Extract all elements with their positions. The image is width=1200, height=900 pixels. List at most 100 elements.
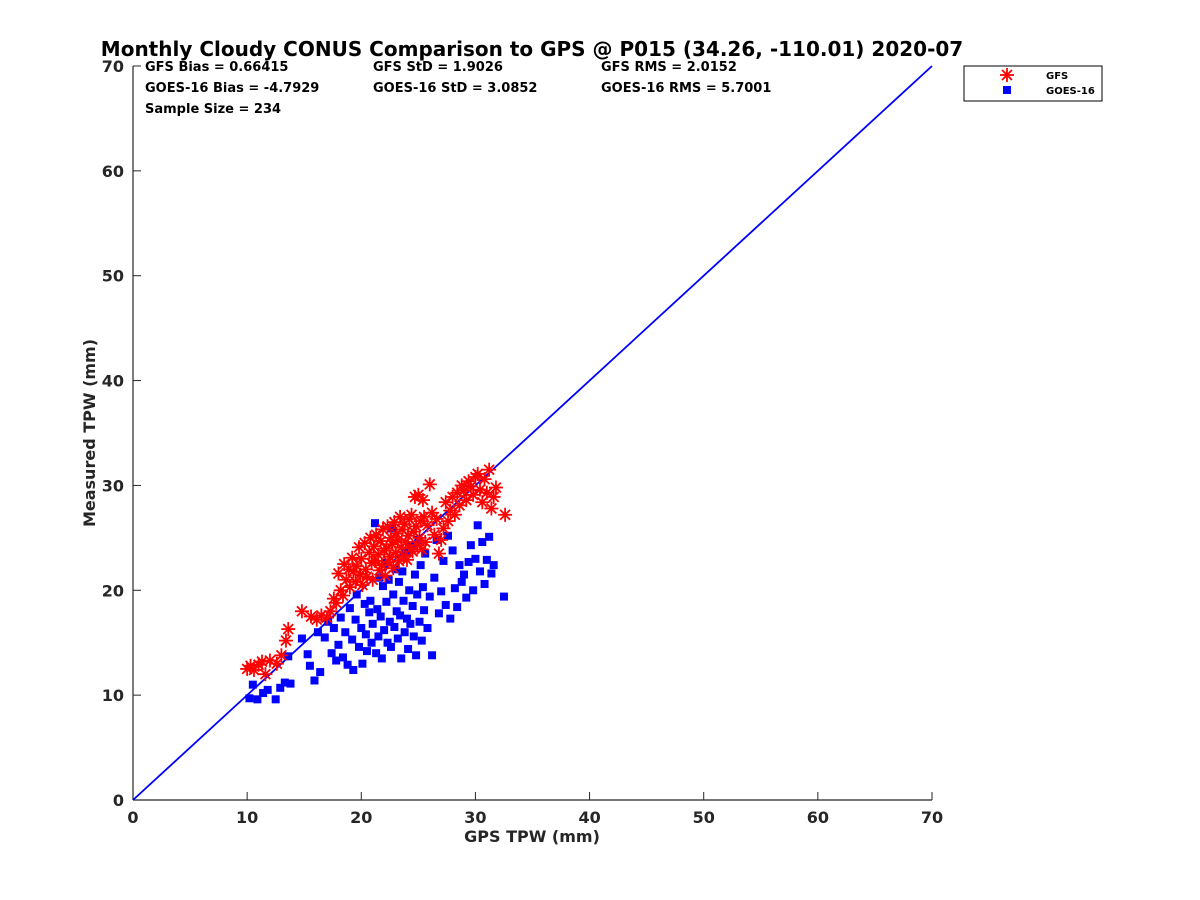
y-tick-label: 40 <box>102 372 124 391</box>
goes-16-point <box>475 567 484 576</box>
goes-16-point <box>410 570 419 579</box>
goes-16-point <box>352 590 361 599</box>
goes-16-point <box>408 602 417 611</box>
goes-16-point <box>324 617 333 626</box>
goes-16-point <box>351 615 360 624</box>
y-axis-label: Measured TPW (mm) <box>80 339 99 527</box>
goes-16-point <box>374 632 383 641</box>
goes-16-point <box>464 557 473 566</box>
goes-16-point <box>320 633 329 642</box>
goes-16-point <box>425 592 434 601</box>
goes-16-point <box>345 604 354 613</box>
goes-16-point <box>457 577 466 586</box>
gfs-point <box>336 588 351 603</box>
x-tick-label: 60 <box>807 808 829 827</box>
goes-16-point <box>378 582 387 591</box>
stat-goes-rms: GOES-16 RMS = 5.7001 <box>601 81 771 96</box>
goes-16-point <box>413 590 422 599</box>
chart-title: Monthly Cloudy CONUS Comparison to GPS @… <box>101 37 963 61</box>
goes-16-point <box>339 653 348 662</box>
goes-16-point <box>417 636 426 645</box>
goes-16-point <box>412 651 421 660</box>
gfs-point <box>399 552 414 567</box>
goes-16-point <box>365 608 374 617</box>
gfs-point <box>365 572 380 587</box>
goes-16-point <box>489 561 498 570</box>
gfs-point <box>274 648 289 663</box>
gfs-point <box>278 633 293 648</box>
gfs-point <box>393 509 408 524</box>
goes-16-point <box>248 680 257 689</box>
legend-gfs-asterisk <box>1000 68 1014 82</box>
goes-16-point <box>305 661 314 670</box>
goes-16-point <box>430 573 439 582</box>
goes-16-point <box>336 613 345 622</box>
goes-16-point <box>368 619 377 628</box>
goes-16-points <box>245 519 508 704</box>
goes-16-point <box>310 676 319 685</box>
gfs-point <box>422 477 437 492</box>
gfs-point <box>431 546 446 561</box>
goes-16-point <box>253 695 262 704</box>
gfs-point <box>477 472 492 487</box>
goes-16-point <box>263 685 272 694</box>
y-tick-label: 70 <box>102 57 124 76</box>
goes-16-point <box>386 642 395 651</box>
goes-16-point <box>329 624 338 633</box>
goes-16-point <box>444 531 453 540</box>
goes-16-point <box>471 554 480 563</box>
goes-16-point <box>259 689 268 698</box>
goes-16-point <box>478 538 487 547</box>
goes-16-point <box>423 624 432 633</box>
goes-16-point <box>271 695 280 704</box>
goes-16-point <box>418 583 427 592</box>
gfs-point <box>429 511 444 526</box>
legend-gfs-label: GFS <box>1046 71 1068 82</box>
gfs-point <box>434 532 449 547</box>
goes-16-point <box>450 584 459 593</box>
goes-16-point <box>276 683 285 692</box>
goes-16-point <box>376 612 385 621</box>
goes-16-point <box>341 628 350 637</box>
goes-16-point <box>367 638 376 647</box>
goes-16-point <box>284 652 293 661</box>
goes-16-point <box>349 665 358 674</box>
gfs-point <box>484 501 499 516</box>
gfs-point <box>281 622 296 637</box>
goes-16-point <box>332 656 341 665</box>
goes-16-point <box>416 561 425 570</box>
legend: GFS GOES-16 <box>963 65 1103 102</box>
goes-16-point <box>428 651 437 660</box>
goes-16-point <box>389 590 398 599</box>
goes-16-point <box>362 647 371 656</box>
goes-16-point <box>394 577 403 586</box>
legend-goes-label: GOES-16 <box>1046 86 1095 97</box>
goes-16-point <box>348 635 357 644</box>
y-tick-label: 60 <box>102 162 124 181</box>
goes-16-point <box>441 600 450 609</box>
stat-gfs-rms: GFS RMS = 2.0152 <box>601 60 737 75</box>
goes-16-point <box>448 546 457 555</box>
goes-16-point <box>487 569 496 578</box>
goes-16-point <box>398 567 407 576</box>
gfs-point <box>258 667 273 682</box>
one-to-one-line <box>132 65 933 801</box>
goes-16-point <box>286 679 295 688</box>
goes-16-point <box>381 559 390 568</box>
gfs-point <box>498 507 513 522</box>
goes-16-point <box>396 611 405 620</box>
stat-goes-bias: GOES-16 Bias = -4.7929 <box>145 81 319 96</box>
gfs-point <box>420 518 435 533</box>
goes-16-point <box>402 614 411 623</box>
stats-block: GFS Bias = 0.66415 GFS StD = 1.9026 GFS … <box>145 60 771 117</box>
stat-sample-size: Sample Size = 234 <box>145 102 281 117</box>
goes-16-point <box>360 599 369 608</box>
goes-16-point <box>462 593 471 602</box>
goes-16-point <box>383 638 392 647</box>
goes-16-point <box>390 622 399 631</box>
goes-16-point <box>377 654 386 663</box>
y-tick-label: 20 <box>102 581 124 600</box>
goes-16-point <box>455 561 464 570</box>
goes-16-point <box>245 694 254 703</box>
